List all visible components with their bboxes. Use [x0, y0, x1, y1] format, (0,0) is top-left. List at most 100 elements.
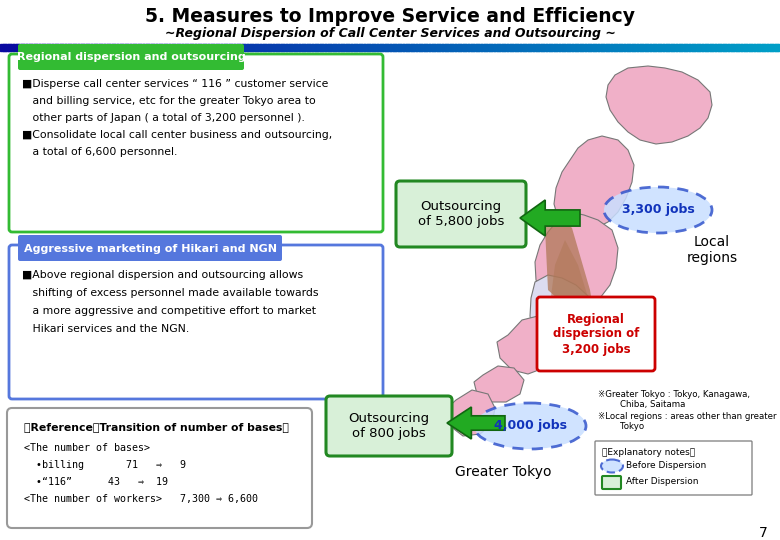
Bar [88, 44, 92, 51]
Bar [211, 44, 215, 51]
Bar [307, 44, 310, 51]
Bar [712, 44, 716, 51]
Bar [325, 44, 328, 51]
Bar [663, 44, 667, 51]
Bar [380, 44, 383, 51]
Bar [39, 44, 43, 51]
Bar [619, 44, 622, 51]
Bar [419, 44, 422, 51]
Bar [76, 44, 79, 51]
Text: •“116”      43   ⇒  19: •“116” 43 ⇒ 19 [24, 477, 168, 487]
Bar [13, 44, 16, 51]
Bar [187, 44, 191, 51]
Bar [296, 44, 300, 51]
Bar [26, 44, 30, 51]
Bar [767, 44, 771, 51]
Bar [637, 44, 640, 51]
Bar [442, 44, 445, 51]
Bar [125, 44, 129, 51]
Bar [68, 44, 71, 51]
Bar [127, 44, 131, 51]
Bar [291, 44, 295, 51]
Bar [52, 44, 55, 51]
Bar [335, 44, 339, 51]
Bar [499, 44, 503, 51]
Bar [29, 44, 32, 51]
Bar [377, 44, 381, 51]
Bar [450, 44, 453, 51]
Bar [403, 44, 406, 51]
Bar [104, 44, 108, 51]
Text: 5. Measures to Improve Service and Efficiency: 5. Measures to Improve Service and Effic… [145, 6, 635, 25]
Bar [138, 44, 141, 51]
Bar [263, 44, 266, 51]
FancyBboxPatch shape [18, 235, 282, 261]
Bar [101, 44, 105, 51]
Bar [642, 44, 646, 51]
Bar [275, 44, 279, 51]
Polygon shape [497, 316, 560, 374]
Bar [653, 44, 656, 51]
Bar [361, 44, 365, 51]
Text: a more aggressive and competitive effort to market: a more aggressive and competitive effort… [22, 306, 316, 316]
Bar [494, 44, 498, 51]
Bar [242, 44, 246, 51]
Text: Aggressive marketing of Hikari and NGN: Aggressive marketing of Hikari and NGN [23, 244, 276, 253]
Bar [390, 44, 394, 51]
Bar [21, 44, 24, 51]
Bar [18, 44, 22, 51]
Bar [257, 44, 261, 51]
Bar [213, 44, 217, 51]
Text: ■Above regional dispersion and outsourcing allows: ■Above regional dispersion and outsourci… [22, 270, 303, 280]
Bar [743, 44, 747, 51]
Bar [520, 44, 523, 51]
Bar [538, 44, 542, 51]
Bar [455, 44, 459, 51]
Bar [764, 44, 768, 51]
Text: Regional
dispersion of
3,200 jobs: Regional dispersion of 3,200 jobs [553, 313, 639, 355]
Bar [10, 44, 14, 51]
Bar [310, 44, 313, 51]
Text: ※Greater Tokyo : Tokyo, Kanagawa,: ※Greater Tokyo : Tokyo, Kanagawa, [598, 390, 750, 399]
Bar [751, 44, 755, 51]
Bar [634, 44, 638, 51]
Bar [369, 44, 373, 51]
Bar [551, 44, 555, 51]
Bar [34, 44, 37, 51]
Bar [718, 44, 722, 51]
Bar [140, 44, 144, 51]
Bar [580, 44, 583, 51]
Bar [169, 44, 172, 51]
Bar [416, 44, 420, 51]
Bar [107, 44, 110, 51]
Bar [530, 44, 534, 51]
Bar [130, 44, 133, 51]
Bar [346, 44, 349, 51]
Bar [359, 44, 363, 51]
Bar [587, 44, 591, 51]
Bar [478, 44, 482, 51]
Text: other parts of Japan ( a total of 3,200 personnel ).: other parts of Japan ( a total of 3,200 … [22, 113, 305, 123]
Bar [629, 44, 633, 51]
Bar [606, 44, 609, 51]
Bar [491, 44, 495, 51]
Bar [135, 44, 139, 51]
Bar [341, 44, 344, 51]
Bar [408, 44, 412, 51]
Bar [700, 44, 703, 51]
Bar [704, 44, 708, 51]
Text: •billing       71   ⇒   9: •billing 71 ⇒ 9 [24, 460, 186, 470]
Bar [595, 44, 599, 51]
Bar [502, 44, 505, 51]
Bar [2, 44, 6, 51]
Bar [567, 44, 570, 51]
Bar [333, 44, 336, 51]
Bar [260, 44, 264, 51]
Bar [158, 44, 162, 51]
Bar [452, 44, 456, 51]
Bar [486, 44, 490, 51]
FancyBboxPatch shape [595, 441, 752, 495]
Bar [702, 44, 706, 51]
Text: 4,000 jobs: 4,000 jobs [494, 420, 566, 433]
Bar [447, 44, 451, 51]
